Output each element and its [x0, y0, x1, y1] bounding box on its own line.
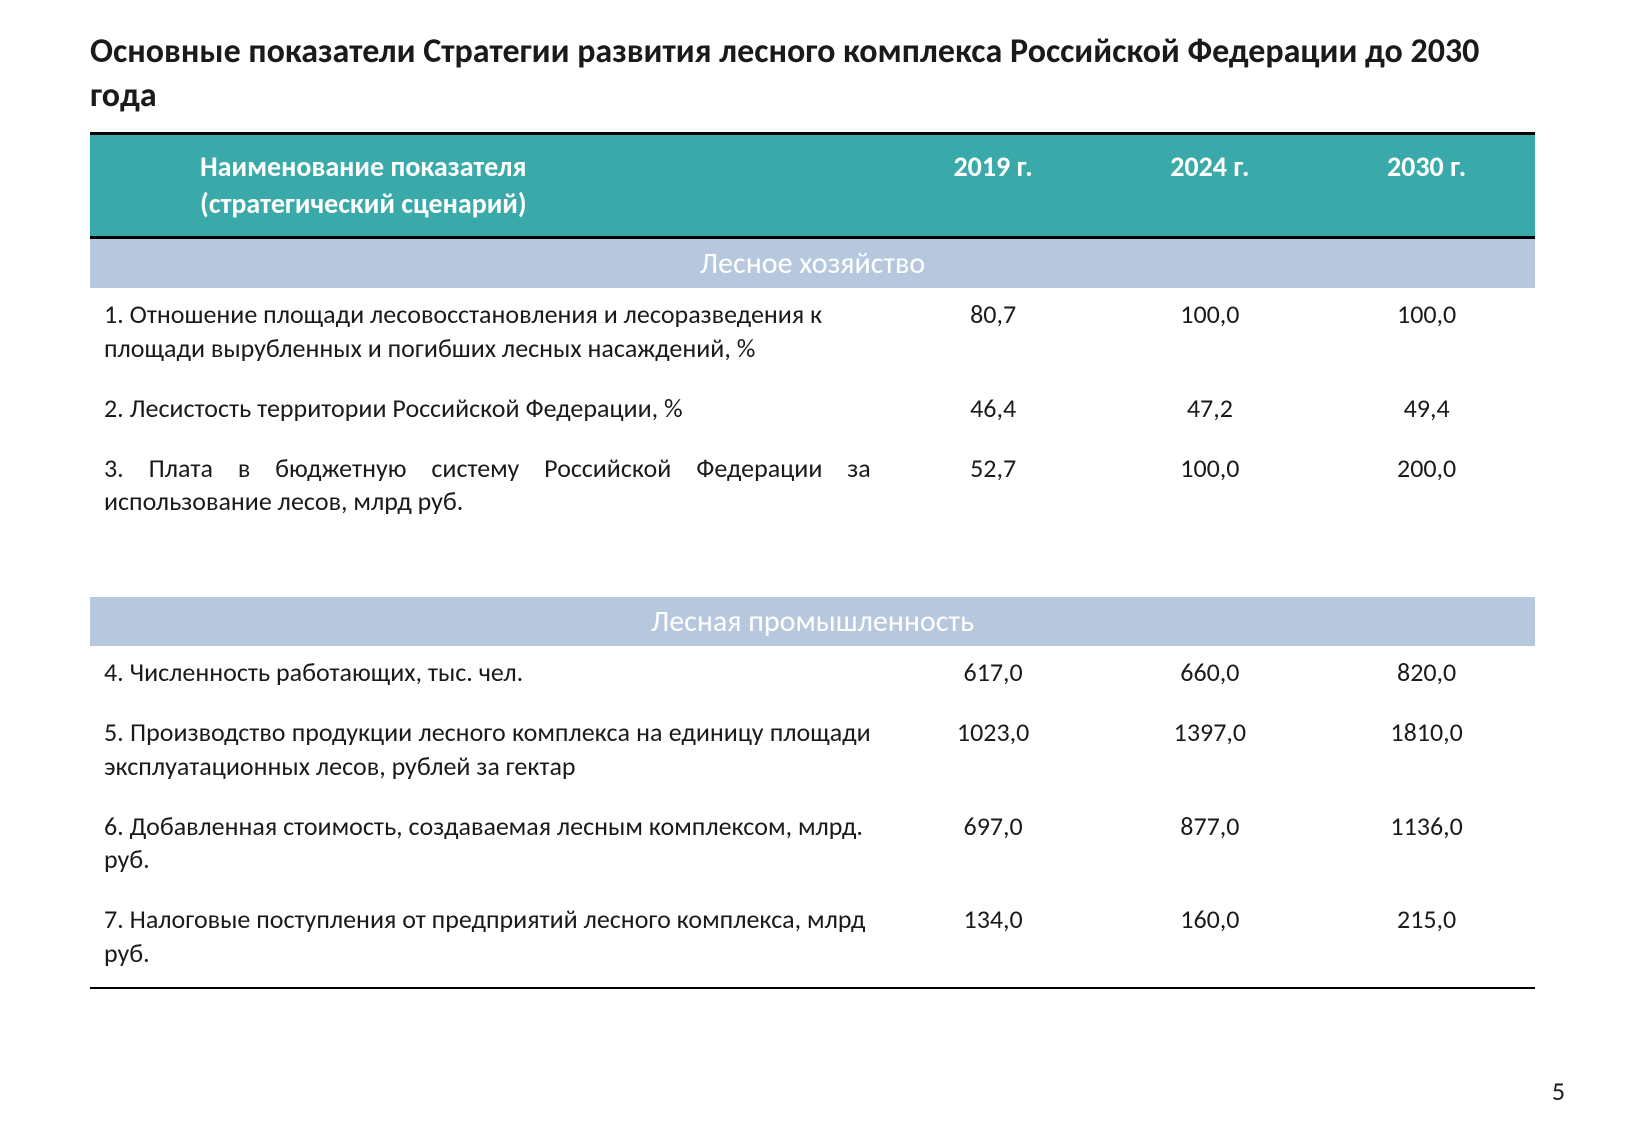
row-value-y2030: 1810,0 — [1318, 706, 1535, 800]
table-section-title: Лесная промышленность — [90, 597, 1535, 646]
table-row: 6. Добавленная стоимость, создаваемая ле… — [90, 800, 1535, 894]
table-header-row: Наименование показателя (стратегический … — [90, 134, 1535, 238]
table-body: Лесное хозяйство1. Отношение площади лес… — [90, 238, 1535, 988]
row-value-y2019: 1023,0 — [885, 706, 1102, 800]
row-label: 1. Отношение площади лесовосстановления … — [90, 288, 885, 382]
table-row: 2. Лесистость территории Российской Феде… — [90, 382, 1535, 442]
col-header-2024: 2024 г. — [1102, 134, 1319, 238]
table-spacer-cell — [90, 535, 1535, 597]
table-row: 3. Плата в бюджетную систему Российской … — [90, 442, 1535, 536]
page-title: Основные показатели Стратегии развития л… — [90, 30, 1535, 118]
row-label: 2. Лесистость территории Российской Феде… — [90, 382, 885, 442]
row-value-y2019: 134,0 — [885, 893, 1102, 988]
row-value-y2019: 617,0 — [885, 646, 1102, 706]
table-row: 5. Производство продукции лесного компле… — [90, 706, 1535, 800]
table-row: 1. Отношение площади лесовосстановления … — [90, 288, 1535, 382]
row-value-y2019: 52,7 — [885, 442, 1102, 536]
row-value-y2024: 100,0 — [1102, 442, 1319, 536]
col-header-2030: 2030 г. — [1318, 134, 1535, 238]
col-header-name: Наименование показателя (стратегический … — [90, 134, 885, 238]
table-section-row: Лесное хозяйство — [90, 238, 1535, 289]
table-spacer-row — [90, 535, 1535, 597]
table-row: 4. Численность работающих, тыс. чел.617,… — [90, 646, 1535, 706]
row-value-y2030: 49,4 — [1318, 382, 1535, 442]
row-label: 6. Добавленная стоимость, создаваемая ле… — [90, 800, 885, 894]
row-label: 3. Плата в бюджетную систему Российской … — [90, 442, 885, 536]
col-header-2019: 2019 г. — [885, 134, 1102, 238]
row-value-y2019: 80,7 — [885, 288, 1102, 382]
col-header-name-line2: (стратегический сценарий) — [200, 186, 527, 221]
row-value-y2030: 200,0 — [1318, 442, 1535, 536]
row-value-y2024: 100,0 — [1102, 288, 1319, 382]
table-section-row: Лесная промышленность — [90, 597, 1535, 646]
row-value-y2030: 1136,0 — [1318, 800, 1535, 894]
table-row: 7. Налоговые поступления от предприятий … — [90, 893, 1535, 988]
row-value-y2030: 100,0 — [1318, 288, 1535, 382]
row-value-y2030: 215,0 — [1318, 893, 1535, 988]
row-label: 4. Численность работающих, тыс. чел. — [90, 646, 885, 706]
page-number: 5 — [1552, 1075, 1565, 1107]
row-label: 5. Производство продукции лесного компле… — [90, 706, 885, 800]
row-value-y2019: 697,0 — [885, 800, 1102, 894]
table-section-title: Лесное хозяйство — [90, 238, 1535, 289]
row-value-y2024: 47,2 — [1102, 382, 1319, 442]
row-value-y2019: 46,4 — [885, 382, 1102, 442]
row-value-y2024: 877,0 — [1102, 800, 1319, 894]
indicators-table: Наименование показателя (стратегический … — [90, 132, 1535, 988]
slide-page: Основные показатели Стратегии развития л… — [0, 0, 1625, 1125]
col-header-name-line1: Наименование показателя — [200, 149, 526, 184]
row-value-y2030: 820,0 — [1318, 646, 1535, 706]
row-value-y2024: 1397,0 — [1102, 706, 1319, 800]
row-value-y2024: 160,0 — [1102, 893, 1319, 988]
row-value-y2024: 660,0 — [1102, 646, 1319, 706]
row-label: 7. Налоговые поступления от предприятий … — [90, 893, 885, 988]
